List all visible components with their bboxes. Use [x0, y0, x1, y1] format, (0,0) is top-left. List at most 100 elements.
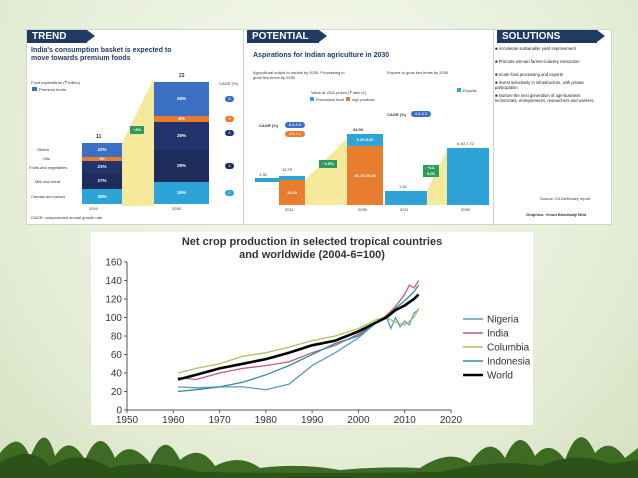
cagr-exports: 4.5-4.3 [411, 111, 431, 117]
cat-others: Others [37, 147, 50, 152]
x-tick-label-2000: 2000 [347, 415, 370, 425]
bar2030-milk: 28% [154, 150, 209, 182]
bar-2030-processed: 5.20-5.60 [347, 134, 383, 146]
legend-processed: Processed food [316, 97, 344, 102]
pot-year-2030a: 2030 [358, 207, 367, 212]
bar2030-cereals: 16% [154, 182, 209, 204]
x-tick-label-1990: 1990 [301, 415, 324, 425]
x-tick-label-2020: 2020 [440, 415, 463, 425]
potential-title: Aspirations for Indian agriculture in 20… [253, 52, 390, 59]
cat-milk: Milk and meat [35, 179, 60, 184]
bar2030-fruits: 25% [154, 122, 209, 150]
potential-sub1: Agricultural output to double by 2030. P… [253, 70, 345, 80]
total-2010: 11 [96, 134, 102, 140]
y-tick-label-60: 60 [111, 350, 123, 361]
potential-wedge-left [305, 138, 347, 205]
divider-2 [493, 30, 494, 226]
cagr-processed: 8.5-9.5 [285, 122, 305, 128]
solutions-header: SOLUTIONS [497, 30, 605, 43]
val-2030-exports: 6.40-7.72 [457, 141, 474, 146]
premium-swatch [32, 87, 37, 91]
trend-footnote: CAGR: compounded annual growth rate [31, 215, 103, 220]
x-tick-label-1960: 1960 [162, 415, 185, 425]
val-2030-total: 34.93 [353, 127, 364, 132]
potential-header: POTENTIAL [247, 30, 327, 43]
trend-legend-title: Food expenditure (₹ trillion) [31, 80, 81, 85]
pot-year-2030b: 2030 [461, 207, 470, 212]
x-tick-label-1980: 1980 [255, 415, 278, 425]
bar-2011-processed [255, 178, 281, 182]
x-tick-label-2010: 2010 [394, 415, 417, 425]
processed-swatch [310, 97, 314, 101]
pot-year-2011a: 2011 [285, 207, 294, 212]
solution-item-2: ■ Promote win-win farmer-industry intera… [495, 59, 580, 64]
exports-cagr-label: CAGR (%) [387, 112, 407, 117]
divider-1 [243, 30, 244, 226]
solution-item-1: ■ Accelerate sustainable yield improveme… [495, 46, 576, 51]
line-chart-svg: Net crop production in selected tropical… [105, 236, 530, 426]
y-tick-label-100: 100 [105, 313, 122, 324]
infographic-panel: TREND India's consumption basket is expe… [26, 29, 612, 226]
exports-swatch [457, 88, 461, 92]
cagr-oils: 3 [225, 116, 234, 122]
bar-2030-exports [447, 148, 489, 205]
cat-cereals: Cereals and pulses [31, 194, 66, 199]
y-tick-label-20: 20 [111, 387, 123, 398]
val-2011-exports: 1.40 [399, 184, 407, 189]
bar2010-fruits: 21% [82, 161, 122, 173]
solutions-source: Source: CII-McKinsey report [540, 196, 591, 201]
year-2030: 2030 [172, 206, 181, 211]
series-line-world [177, 293, 420, 381]
legend-label-nigeria: Nigeria [487, 315, 519, 326]
cat-oils: Oils [43, 156, 50, 161]
bar-2011-exports [385, 191, 427, 205]
grass-decoration [0, 437, 638, 478]
y-tick-label-0: 0 [116, 406, 122, 417]
solution-item-4: ■ Invest selectively in infrastructure, … [495, 80, 584, 90]
cagr-milk: 4 [225, 163, 234, 169]
legend-label-world: World [487, 371, 513, 382]
right-growth-arrow: ~4.2-5.2% [423, 165, 439, 177]
y-tick-label-80: 80 [111, 332, 123, 343]
trend-header: TREND [27, 30, 95, 43]
trend-legend-item: Premium foods [39, 87, 66, 92]
y-tick-label-140: 140 [105, 276, 122, 287]
bar2010-cereals: 26% [82, 189, 122, 204]
value-note: Value at 2011 prices (₹ lakh cr) [311, 90, 367, 95]
val-2011-total: 13.79 [282, 167, 293, 172]
trend-growth-arrow: ~4% [130, 126, 144, 134]
bar-2030-agri: 26.73-29.28 [347, 146, 383, 205]
cagr-fruits: 4 [225, 130, 234, 136]
total-2030: 23 [179, 73, 185, 79]
bar2030-others: 26% [154, 82, 209, 116]
chart-title-line-1: Net crop production in selected tropical… [182, 236, 442, 248]
agri-swatch [346, 97, 350, 101]
bar2010-oils: 5% [82, 157, 122, 161]
y-tick-label-160: 160 [105, 258, 122, 269]
cagr-agri: 4.5-4.1 [285, 131, 305, 137]
bar2010-milk: 27% [82, 173, 122, 189]
cagr-others: 5 [225, 96, 234, 102]
series-line-columbia [177, 308, 420, 374]
potential-sub2: Exports to grow two times by 2030 [387, 70, 449, 75]
year-2010: 2010 [89, 206, 98, 211]
bar-2011-agri: 12.49 [279, 180, 305, 205]
val-2011-processed: 1.30 [259, 172, 267, 177]
bar2030-oils: 4% [154, 116, 209, 122]
chart-title-line-2: and worldwide (2004-6=100) [239, 249, 385, 261]
series-line-indonesia [177, 284, 420, 393]
crop-production-chart: Net crop production in selected tropical… [91, 232, 533, 426]
legend-label-india: India [487, 329, 509, 340]
left-growth-arrow: ~4.8% [319, 160, 337, 168]
cat-fruits: Fruits and vegetables [29, 165, 68, 170]
legend-exports: Exports [463, 88, 477, 93]
potential-cagr-label: CAGR (%) [259, 123, 279, 128]
solution-item-3: ■ Scale food processing and exports [495, 72, 563, 77]
growth-wedge [122, 78, 154, 206]
legend-label-columbia: Columbia [487, 343, 530, 354]
x-tick-label-1950: 1950 [116, 415, 139, 425]
y-tick-label-40: 40 [111, 369, 123, 380]
trend-cagr-label: CAGR (%) [219, 81, 238, 86]
trend-title: India's consumption basket is expected t… [31, 47, 172, 62]
solutions-credit: Graphics: Vinod Bhardwaj/ Mint [526, 212, 587, 217]
